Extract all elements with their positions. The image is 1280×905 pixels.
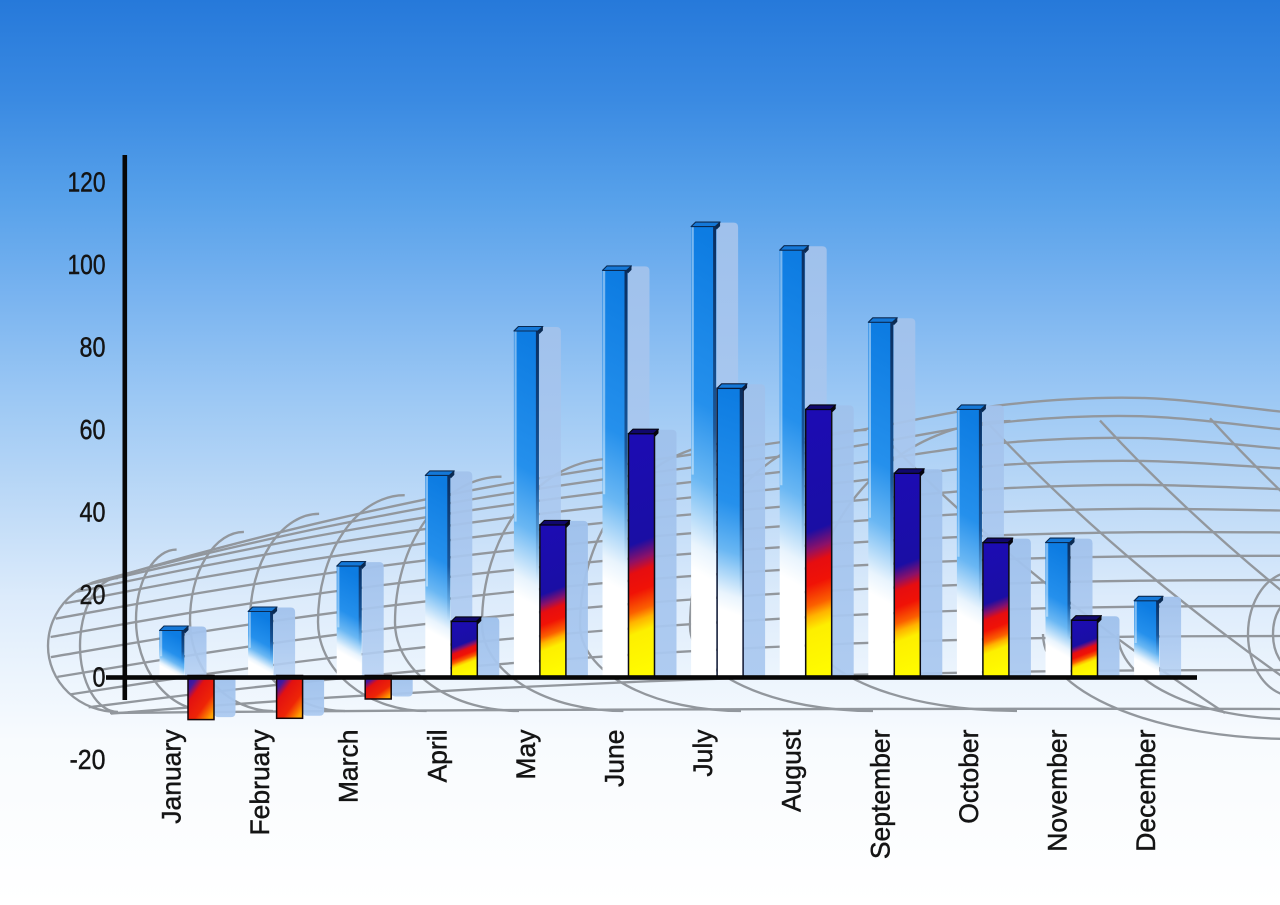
svg-text:0: 0 [93, 662, 106, 693]
svg-text:80: 80 [80, 332, 106, 363]
svg-text:120: 120 [68, 167, 106, 198]
svg-text:January: January [157, 729, 187, 824]
svg-text:June: June [600, 730, 630, 787]
svg-text:July: July [688, 729, 718, 777]
svg-text:December: December [1131, 729, 1161, 851]
svg-text:100: 100 [68, 249, 106, 280]
svg-text:August: August [777, 729, 807, 812]
svg-text:40: 40 [80, 497, 106, 528]
svg-text:April: April [422, 730, 452, 783]
svg-text:20: 20 [80, 579, 106, 610]
svg-text:September: September [865, 729, 895, 859]
svg-text:60: 60 [80, 414, 106, 445]
svg-text:March: March [334, 730, 364, 804]
svg-text:May: May [511, 729, 541, 780]
svg-text:October: October [954, 729, 984, 823]
svg-text:-20: -20 [70, 744, 106, 775]
svg-text:November: November [1043, 729, 1073, 851]
svg-text:February: February [245, 729, 275, 836]
